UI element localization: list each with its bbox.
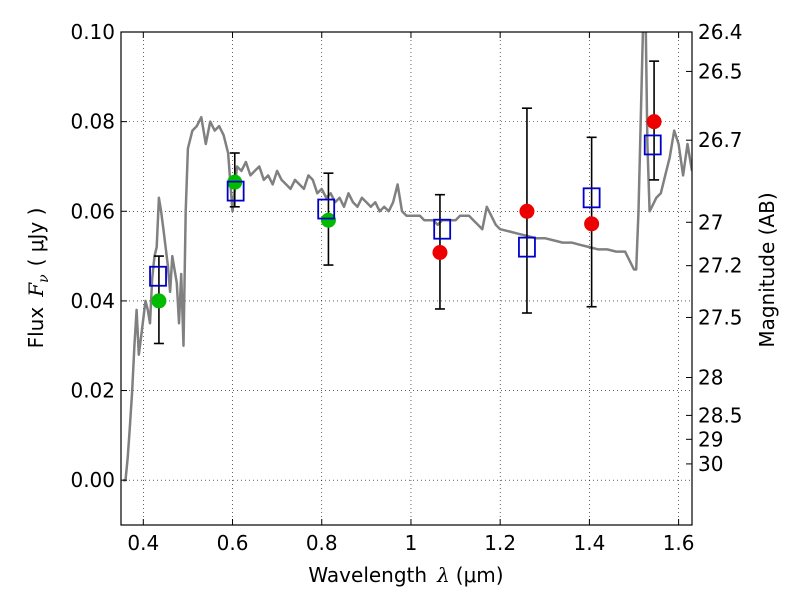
model-square [433,218,452,240]
mag-tick-label: 29 [698,427,723,451]
mag-tick-label: 27 [698,210,723,234]
y-tick-label: 0.04 [70,289,115,313]
y-tick-label: 0.08 [70,110,115,134]
model-square [518,236,536,258]
model-square [643,134,662,156]
y-tick-label: 0.00 [70,468,115,492]
mag-tick-label: 28.5 [698,403,743,427]
plot-area [121,32,692,525]
x-tick-label: 1.4 [573,531,605,555]
x-tick-label: 0.6 [217,531,249,555]
mag-tick-label: 27.5 [698,305,743,329]
x-axis-label: Wavelength λ (μm) [308,563,503,587]
model-square [582,187,601,209]
mag-tick-label: 28 [698,366,723,390]
observed-point-green [320,212,336,228]
mag-tick-label: 26.7 [698,128,743,152]
y-tick-label: 0.06 [70,199,115,223]
model-square [226,180,245,202]
model-square [317,198,336,220]
mag-tick-label: 26.5 [698,59,743,83]
sed-model-line [123,32,692,482]
data-layer [123,32,692,482]
x-tick-label: 0.8 [306,531,338,555]
ticks: 0.4 0.6 0.8 1 1.2 1.4 1.6 0.00 0.02 0.04 0.06 0.08 0… [70,20,742,555]
mag-tick-label: 30 [698,452,723,476]
mag-tick-label: 26.4 [698,20,743,44]
observed-point-red [584,216,600,232]
y2-axis-label: Magnitude (AB) [755,192,779,347]
y-axis-label: FluxFν( μJy ) [24,208,52,349]
mag-tick-label: 27.2 [698,254,743,278]
x-tick-label: 1.2 [484,531,516,555]
x-tick-label: 0.4 [127,531,159,555]
plot-frame [120,31,693,526]
x-tick-label: 1.6 [663,531,695,555]
y-tick-label: 0.10 [70,20,115,44]
x-tick-label: 1 [405,531,418,555]
observed-point-red [519,203,535,219]
observed-point-red [646,114,662,130]
y-tick-label: 0.02 [70,379,115,403]
model-square [149,265,167,287]
observed-point-green [151,293,167,309]
observed-point-red [432,245,448,261]
